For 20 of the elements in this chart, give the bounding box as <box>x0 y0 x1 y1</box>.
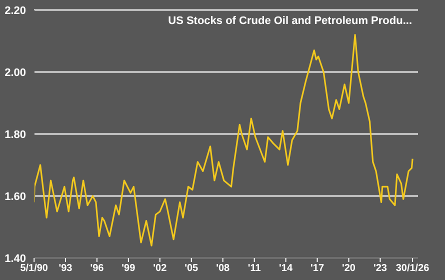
y-tick-label: 1.60 <box>4 190 26 203</box>
x-tick-label: '99 <box>122 263 136 274</box>
x-tick-label: 30/1/26 <box>396 263 430 274</box>
line-series <box>34 34 414 246</box>
x-tick-label: '93 <box>58 263 73 274</box>
x-tick-label: '23 <box>373 263 388 274</box>
x-tick-label: '20 <box>342 263 356 274</box>
y-tick-label: 1.40 <box>4 252 26 265</box>
x-tick-label: '08 <box>216 263 230 274</box>
chart-title: US Stocks of Crude Oil and Petroleum Produ... <box>168 15 412 27</box>
x-tick-label: '05 <box>184 263 199 274</box>
y-tick-label: 2.00 <box>4 66 26 79</box>
y-tick-label: 2.20 <box>4 4 26 17</box>
y-tick-label: 1.80 <box>4 128 26 141</box>
x-tick-label: 5/1/90 <box>20 263 48 274</box>
x-tick-label: '14 <box>279 263 293 274</box>
x-tick-label: '02 <box>153 263 168 274</box>
x-tick-label: '11 <box>248 263 262 274</box>
x-tick-label: '96 <box>90 263 104 274</box>
x-tick-label: '17 <box>310 263 324 274</box>
